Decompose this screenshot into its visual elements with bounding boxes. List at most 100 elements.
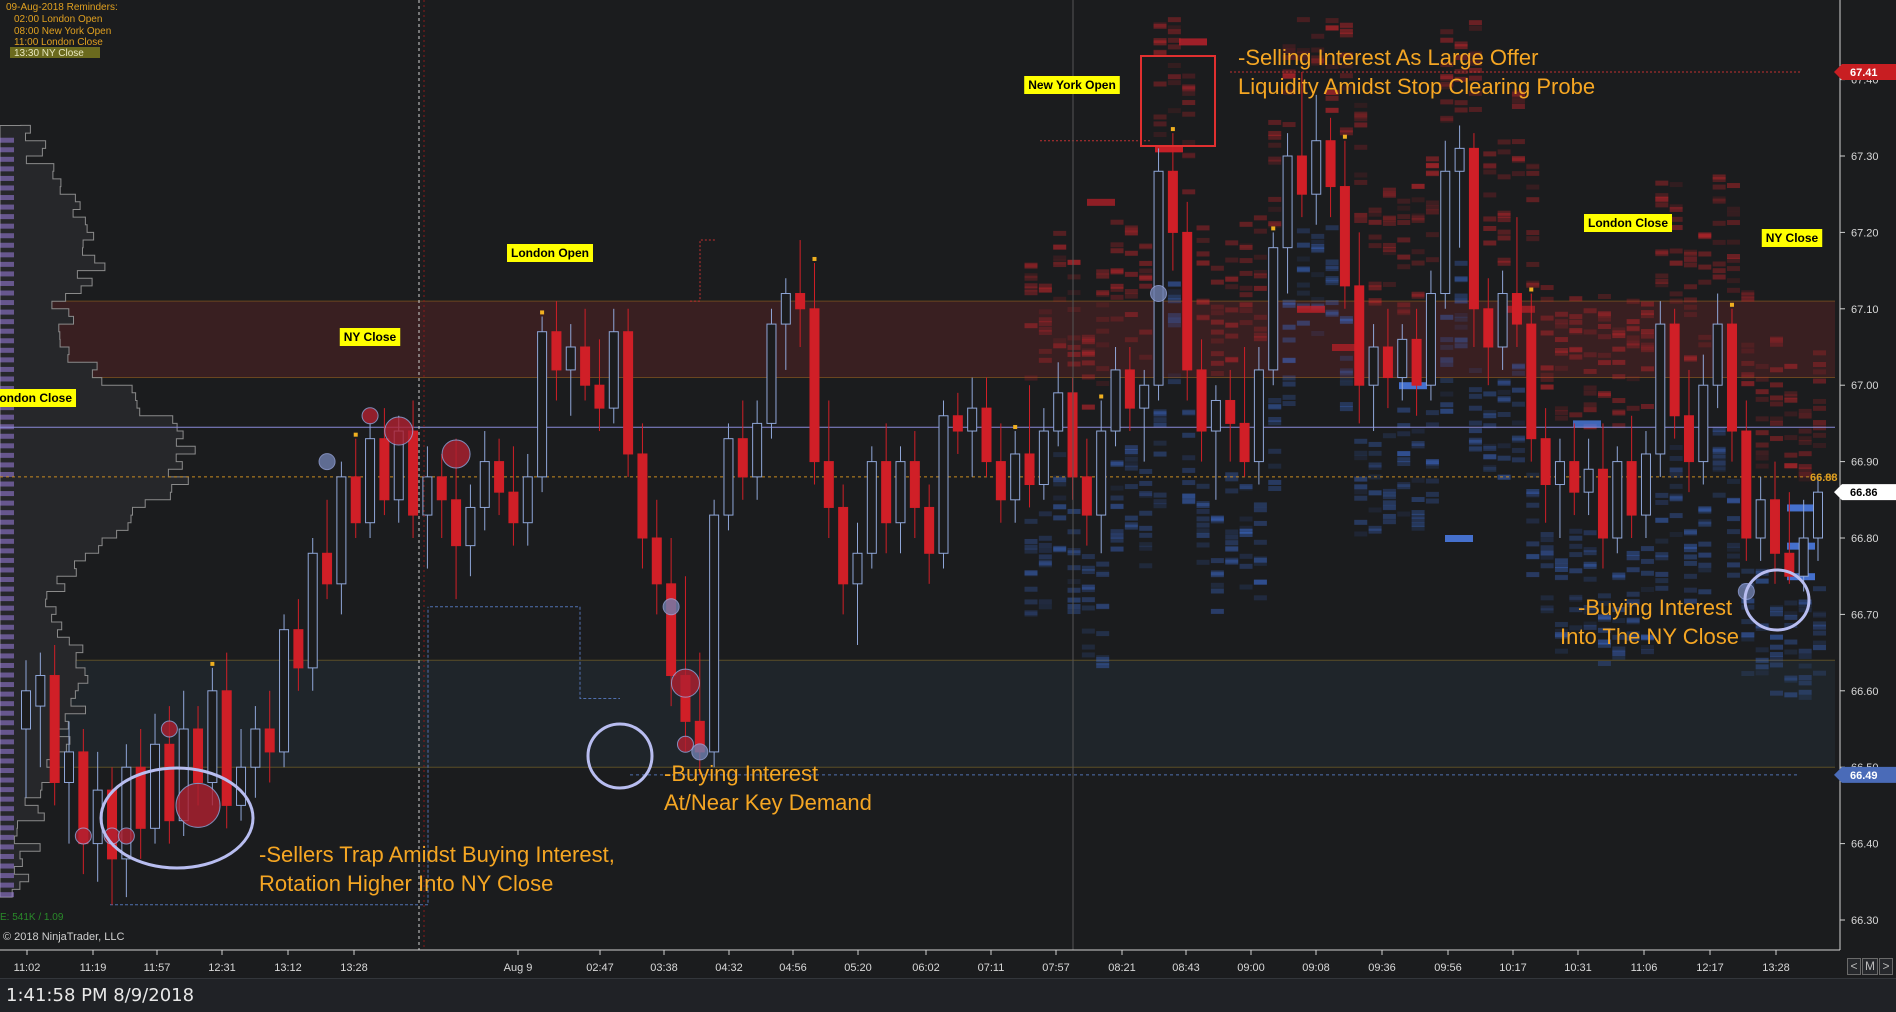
ask-liquidity-cell (1425, 170, 1439, 176)
ask-liquidity-cell (1526, 170, 1540, 176)
scroll-left-button[interactable]: < (1847, 958, 1861, 975)
ask-liquidity-cell (1468, 75, 1482, 81)
ask-liquidity-cell (1640, 342, 1654, 348)
bid-liquidity-cell (1139, 532, 1153, 538)
ask-liquidity-cell (1124, 250, 1138, 256)
bid-liquidity-cell (1669, 483, 1683, 489)
ask-liquidity-cell (1813, 442, 1826, 448)
bid-liquidity-cell (1669, 496, 1683, 502)
candle-body (451, 499, 462, 547)
ask-liquidity-cell (1139, 354, 1153, 360)
time-tick-label: 04:32 (715, 962, 743, 974)
ask-liquidity-cell (1454, 41, 1468, 47)
bid-liquidity-cell (1569, 607, 1583, 613)
bid-liquidity-cell (1468, 387, 1482, 393)
bid-liquidity-cell (1597, 660, 1611, 666)
ask-liquidity-cell (1153, 23, 1167, 29)
profile-level-tag (0, 691, 14, 697)
bid-liquidity-cell (1526, 502, 1540, 508)
ask-liquidity-cell (1110, 248, 1124, 254)
bid-liquidity-cell (1755, 578, 1769, 584)
bid-liquidity-cell (1526, 472, 1540, 478)
ask-liquidity-cell (1153, 40, 1167, 46)
ask-liquidity-cell (1196, 315, 1210, 321)
bid-liquidity-cell (1296, 290, 1310, 296)
bid-liquidity-cell (1698, 552, 1712, 558)
bid-liquidity-cell (1196, 522, 1210, 528)
ask-liquidity-cell (1655, 273, 1669, 279)
ask-liquidity-cell (1024, 286, 1038, 292)
ask-liquidity-cell (1784, 397, 1798, 403)
candle-body (465, 506, 476, 547)
ask-liquidity-cell (1210, 329, 1224, 335)
bid-liquidity-cell (1296, 228, 1310, 234)
candle-body (952, 415, 963, 432)
bid-liquidity-cell (1210, 582, 1224, 588)
bid-liquidity-cell (1540, 537, 1554, 543)
bid-liquidity-cell (1196, 483, 1210, 489)
profile-level-tag (0, 500, 14, 506)
session-label: London Open (511, 246, 589, 260)
ask-liquidity-cell (1755, 389, 1769, 395)
candle-body (1124, 369, 1135, 409)
time-tick-label: 03:38 (650, 962, 678, 974)
bid-liquidity-cell (1110, 533, 1124, 539)
ask-liquidity-cell (1139, 283, 1153, 289)
scroll-right-button[interactable]: > (1879, 958, 1893, 975)
bid-liquidity-cell (1798, 607, 1812, 613)
ask-liquidity-cell (1425, 205, 1439, 211)
profile-level-tag (0, 596, 14, 602)
bid-liquidity-cell (1225, 476, 1239, 482)
ask-liquidity-cell (1096, 316, 1110, 322)
ask-liquidity-cell (1397, 237, 1411, 243)
ask-liquidity-cell (1813, 378, 1826, 384)
ask-liquidity-cell (1096, 366, 1110, 372)
ask-liquidity-cell (1124, 271, 1138, 277)
ask-liquidity-cell (1196, 225, 1210, 231)
bid-liquidity-cell (1511, 363, 1525, 369)
ask-liquidity-cell (1698, 233, 1712, 239)
bid-liquidity-cell (1296, 242, 1310, 248)
bid-liquidity-cell (1239, 516, 1253, 522)
ask-liquidity-cell (1440, 37, 1454, 43)
ask-liquidity-cell (1769, 341, 1783, 347)
session-label: NY Close (1766, 231, 1819, 245)
bid-liquidity-cell (1655, 585, 1669, 591)
candle-body (479, 461, 490, 508)
ask-liquidity-cell (1626, 326, 1640, 332)
time-tick-label: 09:36 (1368, 962, 1396, 974)
bid-liquidity-cell (1339, 380, 1353, 386)
large-order-block (1573, 420, 1601, 428)
bid-liquidity-cell (1354, 489, 1368, 495)
ask-liquidity-cell (1698, 232, 1712, 238)
bid-liquidity-cell (1454, 277, 1468, 283)
candle-body (21, 690, 31, 730)
mode-button[interactable]: M (1862, 958, 1878, 975)
profile-level-tag (0, 624, 14, 630)
bid-liquidity-cell (1741, 632, 1755, 638)
ask-liquidity-cell (1239, 244, 1253, 250)
price-chart[interactable]: London Close NY Close London Open New York … (0, 0, 1896, 978)
ask-liquidity-cell (1354, 113, 1368, 119)
bid-liquidity-cell (1282, 324, 1296, 330)
bid-liquidity-cell (1468, 405, 1482, 411)
ask-liquidity-cell (1626, 299, 1640, 305)
bid-liquidity-cell (1726, 562, 1740, 568)
bid-liquidity-cell (1368, 441, 1382, 447)
bid-liquidity-cell (1110, 461, 1124, 467)
ask-liquidity-cell (1626, 376, 1640, 382)
bid-liquidity-cell (1096, 604, 1110, 610)
profile-level-tag (0, 643, 14, 649)
candle-body (1182, 231, 1193, 371)
ask-liquidity-cell (1354, 217, 1368, 223)
bid-liquidity-cell (1210, 516, 1224, 522)
ask-liquidity-cell (1282, 73, 1296, 79)
ask-liquidity-cell (1640, 366, 1654, 372)
candle-body (1253, 369, 1264, 463)
sell-signal-bubble (74, 827, 92, 845)
bid-liquidity-cell (1640, 649, 1654, 655)
bid-liquidity-cell (1053, 481, 1067, 487)
session-label-bg (1761, 229, 1823, 247)
candle-body (1024, 453, 1035, 486)
